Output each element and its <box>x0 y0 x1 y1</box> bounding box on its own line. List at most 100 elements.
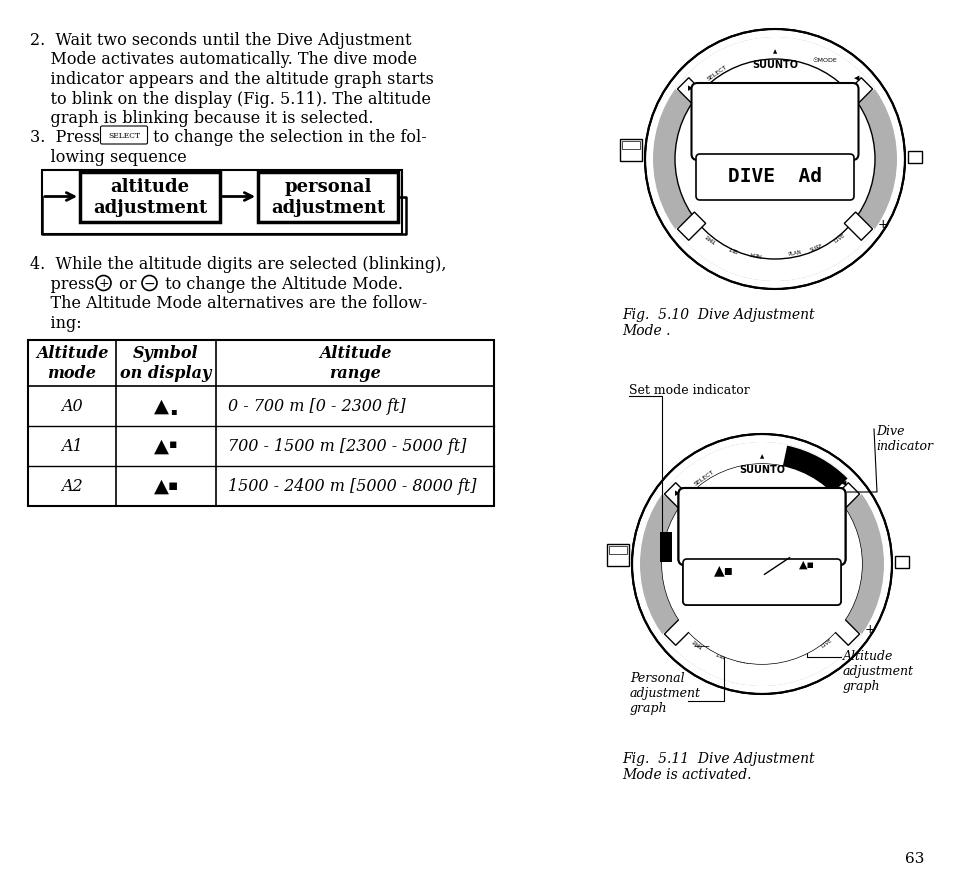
Bar <box>28 340 494 506</box>
Text: DIVE: DIVE <box>819 637 832 648</box>
Text: SET: SET <box>727 244 738 252</box>
Text: Fig.  5.10  Dive Adjustment
Mode .: Fig. 5.10 Dive Adjustment Mode . <box>621 307 814 338</box>
Bar <box>894 557 908 568</box>
Text: 700 - 1500 m [2300 - 5000 ft]: 700 - 1500 m [2300 - 5000 ft] <box>228 437 466 455</box>
Bar <box>830 483 859 511</box>
Text: 3.  Press: 3. Press <box>30 129 105 147</box>
FancyBboxPatch shape <box>678 488 844 565</box>
Text: ing:: ing: <box>30 314 82 332</box>
Text: PLAN: PLAN <box>774 654 788 662</box>
Text: to change the Altitude Mode.: to change the Altitude Mode. <box>160 276 402 292</box>
Text: Altitude
adjustment
graph: Altitude adjustment graph <box>842 649 913 692</box>
Text: +: + <box>98 277 109 290</box>
Text: +: + <box>877 219 887 231</box>
FancyBboxPatch shape <box>696 155 853 201</box>
Bar <box>663 617 692 645</box>
Text: Set mode indicator: Set mode indicator <box>628 384 749 397</box>
Circle shape <box>631 435 891 694</box>
Text: The Altitude Mode alternatives are the follow-: The Altitude Mode alternatives are the f… <box>30 295 427 313</box>
Wedge shape <box>761 446 846 565</box>
FancyBboxPatch shape <box>678 488 844 565</box>
Text: SUUNTO: SUUNTO <box>739 464 784 474</box>
Text: to blink on the display (Fig. 5.11). The altitude: to blink on the display (Fig. 5.11). The… <box>30 90 431 107</box>
Text: personal
adjustment: personal adjustment <box>271 178 385 217</box>
Text: SUUNTO: SUUNTO <box>739 464 784 474</box>
Wedge shape <box>661 622 861 687</box>
Text: ☉MODE: ☉MODE <box>812 57 837 62</box>
Bar <box>606 544 628 566</box>
Bar <box>257 172 397 222</box>
Text: +: + <box>863 623 875 636</box>
Text: SURF: SURF <box>809 243 823 253</box>
Text: Altitude
mode: Altitude mode <box>36 345 108 381</box>
Text: ▶: ▶ <box>675 489 680 495</box>
Wedge shape <box>675 38 874 103</box>
Text: 4.  While the altitude digits are selected (blinking),: 4. While the altitude digits are selecte… <box>30 256 446 273</box>
Text: ☉MODE: ☉MODE <box>799 462 823 467</box>
Circle shape <box>644 30 904 290</box>
Text: ▲: ▲ <box>153 436 169 456</box>
Text: ▪: ▪ <box>169 437 177 450</box>
Bar <box>843 212 872 241</box>
Text: Personal
adjustment
graph: Personal adjustment graph <box>629 672 700 714</box>
Text: ▲▪: ▲▪ <box>799 559 814 569</box>
Bar <box>621 142 639 150</box>
Bar <box>663 483 692 511</box>
Bar <box>843 79 872 107</box>
Wedge shape <box>661 443 861 507</box>
Text: 0 - 700 m [0 - 2300 ft]: 0 - 700 m [0 - 2300 ft] <box>228 398 405 414</box>
Bar <box>830 617 859 645</box>
Text: ▲: ▲ <box>153 477 169 495</box>
Text: lowing sequence: lowing sequence <box>30 149 187 166</box>
Text: Mode activates automatically. The dive mode: Mode activates automatically. The dive m… <box>30 52 416 68</box>
Text: graph is blinking because it is selected.: graph is blinking because it is selected… <box>30 110 374 126</box>
Bar <box>677 212 705 241</box>
Text: SELECT: SELECT <box>705 64 727 82</box>
Bar <box>42 170 401 234</box>
Text: DIVE: DIVE <box>832 232 845 243</box>
Text: ▪: ▪ <box>168 478 178 493</box>
Circle shape <box>661 464 862 665</box>
Text: ▪: ▪ <box>170 406 176 416</box>
Text: DIVE  Ad: DIVE Ad <box>727 168 821 186</box>
Text: SELECT: SELECT <box>692 469 714 486</box>
Text: Fig.  5.11  Dive Adjustment
Mode is activated.: Fig. 5.11 Dive Adjustment Mode is activa… <box>621 752 814 781</box>
Text: TIME: TIME <box>691 637 703 648</box>
Text: MEM: MEM <box>736 654 748 661</box>
Text: A0: A0 <box>61 398 83 414</box>
Text: ▲: ▲ <box>760 454 763 459</box>
Text: Dive
indicator: Dive indicator <box>875 425 932 452</box>
Text: ▶: ▶ <box>688 85 693 91</box>
Text: SET: SET <box>714 648 725 657</box>
Text: ☉MODE: ☉MODE <box>799 462 823 467</box>
Text: TIME: TIME <box>703 232 717 243</box>
Bar <box>677 79 705 107</box>
Text: 1500 - 2400 m [5000 - 8000 ft]: 1500 - 2400 m [5000 - 8000 ft] <box>228 478 476 494</box>
Text: −: − <box>144 277 155 291</box>
Circle shape <box>639 443 883 687</box>
Text: Symbol
on display: Symbol on display <box>120 345 212 381</box>
Bar <box>619 140 641 162</box>
Text: ◀: ◀ <box>841 479 846 486</box>
Text: SURF: SURF <box>796 648 810 658</box>
Bar <box>659 532 671 563</box>
Text: ——: —— <box>693 642 710 651</box>
Text: A2: A2 <box>61 478 83 494</box>
Text: Altitude
range: Altitude range <box>318 345 391 381</box>
Text: press: press <box>30 276 99 292</box>
Text: altitude
adjustment: altitude adjustment <box>92 178 207 217</box>
FancyBboxPatch shape <box>682 559 841 605</box>
Text: A1: A1 <box>61 437 83 455</box>
Text: SUUNTO: SUUNTO <box>751 60 797 70</box>
FancyBboxPatch shape <box>100 126 148 145</box>
Circle shape <box>661 464 862 665</box>
Bar <box>608 546 626 554</box>
Bar <box>907 152 921 164</box>
Text: 63: 63 <box>904 851 923 865</box>
Text: 2.  Wait two seconds until the Dive Adjustment: 2. Wait two seconds until the Dive Adjus… <box>30 32 411 49</box>
Text: MEM: MEM <box>748 250 761 257</box>
Text: ◀: ◀ <box>854 75 859 81</box>
Text: or: or <box>113 276 141 292</box>
Text: indicator appears and the altitude graph starts: indicator appears and the altitude graph… <box>30 71 434 88</box>
Text: PLAN: PLAN <box>786 250 801 257</box>
